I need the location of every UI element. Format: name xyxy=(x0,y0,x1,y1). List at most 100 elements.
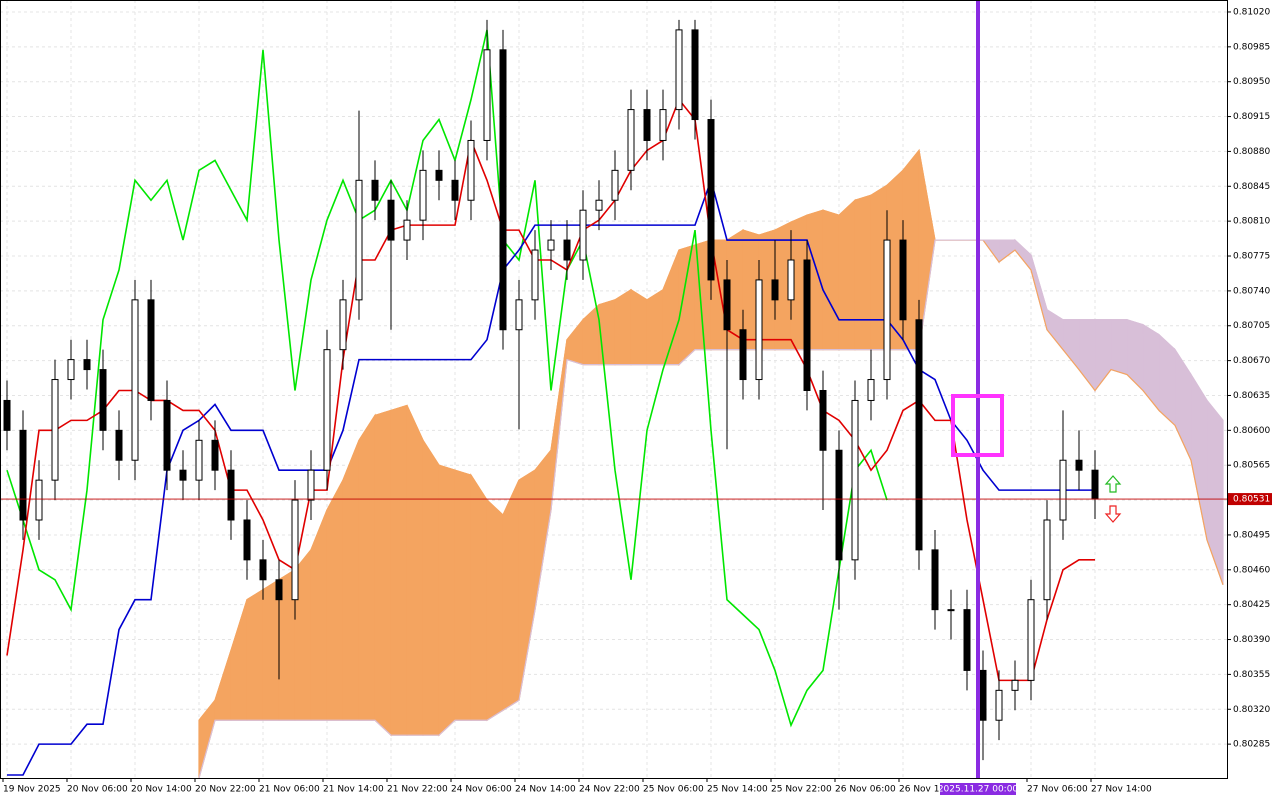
x-tick-label: 20 Nov 14:00 xyxy=(131,785,192,795)
cloud-segment xyxy=(246,588,264,721)
candle-body xyxy=(531,249,539,301)
candle-body xyxy=(947,609,955,612)
y-tick-label: 0.80670 xyxy=(1233,356,1270,366)
candle-body xyxy=(675,29,683,111)
cloud-segment xyxy=(470,473,488,721)
indicator-line xyxy=(6,29,888,728)
candle-body xyxy=(611,169,619,201)
candle-body xyxy=(547,239,555,251)
candle-body xyxy=(1075,459,1083,471)
x-tick-label: 21 Nov 06:00 xyxy=(259,785,320,795)
y-tick-label: 0.80635 xyxy=(1233,391,1270,401)
candle-body xyxy=(819,389,827,451)
current-price-label: 0.80531 xyxy=(1233,495,1270,505)
x-tick-label: 24 Nov 06:00 xyxy=(451,785,512,795)
x-tick-label: 21 Nov 14:00 xyxy=(323,785,384,795)
candle-body xyxy=(3,399,11,431)
cloud-segment xyxy=(390,404,408,736)
cloud-segment xyxy=(438,464,456,737)
cloud-segment xyxy=(342,440,360,721)
candle-body xyxy=(803,259,811,391)
cloud-segment xyxy=(422,438,440,736)
candle-body xyxy=(291,499,299,601)
cloud-segment xyxy=(454,469,472,721)
candle-body xyxy=(595,199,603,211)
candle-body xyxy=(195,439,203,481)
y-tick-label: 0.80285 xyxy=(1233,740,1270,750)
candle-body xyxy=(563,239,571,261)
candle-body xyxy=(371,179,379,201)
y-tick-label: 0.80845 xyxy=(1233,182,1270,192)
candle-body xyxy=(867,379,875,401)
candle-body xyxy=(1043,519,1051,601)
highlight-box xyxy=(951,394,1004,457)
candle-body xyxy=(643,109,651,141)
candle-body xyxy=(515,299,523,331)
cloud-segment xyxy=(1110,319,1128,376)
y-tick-label: 0.80950 xyxy=(1233,77,1270,87)
candle-body xyxy=(659,109,667,141)
y-tick-label: 0.80775 xyxy=(1233,252,1270,262)
axes: 0.81020 0.80985 0.80950 0.80915 0.80880 0.808… xyxy=(2,7,1272,795)
candle-body xyxy=(707,119,715,281)
candle-body xyxy=(243,519,251,561)
candle-body xyxy=(451,179,459,201)
cloud-segment xyxy=(358,413,376,721)
cloud-segment xyxy=(822,209,840,351)
candle-body xyxy=(851,399,859,561)
candle-body xyxy=(227,469,235,521)
candle-body xyxy=(483,49,491,141)
cloud-segment xyxy=(326,479,344,721)
y-tick-label: 0.80565 xyxy=(1233,461,1270,471)
candle-body xyxy=(67,359,75,381)
span-b-line xyxy=(198,239,1224,778)
candle-body xyxy=(931,549,939,611)
x-tick-label: 19 Nov 2025 xyxy=(3,785,61,795)
x-tick-label: 25 Nov 06:00 xyxy=(643,785,704,795)
candle-body xyxy=(979,669,987,721)
candle-body xyxy=(579,209,587,261)
cloud-segment xyxy=(614,288,632,366)
cloud-segment xyxy=(1158,333,1176,427)
cloud-segment xyxy=(854,194,872,351)
y-tick-label: 0.80320 xyxy=(1233,705,1270,715)
x-tick-label: 26 Nov 06:00 xyxy=(835,785,896,795)
y-tick-label: 0.80425 xyxy=(1233,600,1270,610)
x-tick-label: 27 Nov 14:00 xyxy=(1091,785,1152,795)
candle-body xyxy=(739,329,747,381)
candle-body xyxy=(179,469,187,481)
candle-body xyxy=(995,689,1003,721)
x-tick-label: 20 Nov 22:00 xyxy=(195,785,256,795)
y-tick-label: 0.80705 xyxy=(1233,321,1270,331)
candle-body xyxy=(323,349,331,471)
candle-body xyxy=(435,169,443,181)
candle-body xyxy=(1027,599,1035,681)
candle-body xyxy=(1059,459,1067,521)
candle-body xyxy=(963,609,971,671)
candle-body xyxy=(307,469,315,501)
x-tick-label: 24 Nov 14:00 xyxy=(515,785,576,795)
candle-body xyxy=(211,439,219,471)
y-tick-label: 0.81020 xyxy=(1233,7,1270,17)
cloud-segment xyxy=(598,299,616,366)
candle-body xyxy=(163,399,171,471)
candle-body xyxy=(115,429,123,461)
candle-body xyxy=(131,299,139,461)
x-tick-label: 25 Nov 14:00 xyxy=(707,785,768,795)
candle-body xyxy=(99,369,107,431)
candle-body xyxy=(835,449,843,561)
candle-body xyxy=(1011,679,1019,691)
x-tick-label: 20 Nov 06:00 xyxy=(67,785,128,795)
candle-body xyxy=(627,109,635,171)
frame xyxy=(0,0,1228,779)
candle-body xyxy=(403,219,411,241)
x-tick-label: 24 Nov 22:00 xyxy=(579,785,640,795)
y-tick-label: 0.80740 xyxy=(1233,286,1270,296)
candle-body xyxy=(467,139,475,201)
candle-body xyxy=(19,429,27,521)
time-marker-label: 2025.11.27 00:00 xyxy=(938,785,1019,795)
y-tick-label: 0.80390 xyxy=(1233,635,1270,645)
x-tick-label: 27 Nov 06:00 xyxy=(1027,785,1088,795)
